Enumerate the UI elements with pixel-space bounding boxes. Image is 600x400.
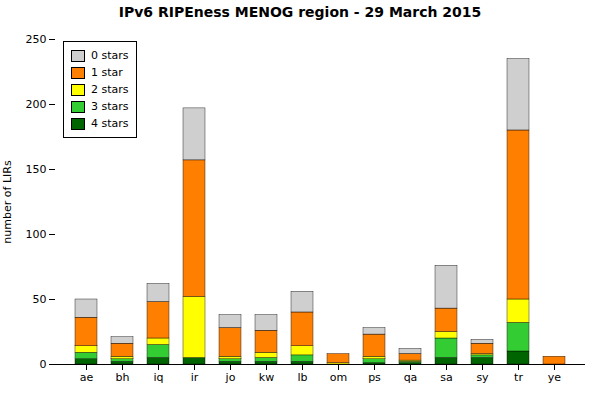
svg-text:ye: ye xyxy=(548,371,562,384)
svg-text:200: 200 xyxy=(26,98,47,111)
svg-text:sa: sa xyxy=(440,371,452,384)
svg-text:sy: sy xyxy=(476,371,489,384)
svg-text:150: 150 xyxy=(26,163,47,176)
html-text:0 stars: 0 stars xyxy=(91,49,129,62)
svg-text:number of LIRs: number of LIRs xyxy=(1,160,14,244)
svg-text:kw: kw xyxy=(259,371,274,384)
svg-text:ir: ir xyxy=(191,371,199,384)
html-text:IPv6 RIPEness MENOG region - 2: IPv6 RIPEness MENOG region - 29 March 20… xyxy=(118,4,482,20)
svg-text:bh: bh xyxy=(116,371,130,384)
svg-text:iq: iq xyxy=(153,371,163,384)
svg-text:tr: tr xyxy=(514,371,523,384)
svg-text:lb: lb xyxy=(297,371,307,384)
html-text:2 stars: 2 stars xyxy=(91,83,129,96)
html-text:1 star: 1 star xyxy=(91,66,123,79)
svg-text:jo: jo xyxy=(225,371,236,384)
svg-text:100: 100 xyxy=(26,228,47,241)
svg-text:qa: qa xyxy=(404,371,418,384)
svg-text:om: om xyxy=(330,371,347,384)
svg-text:ps: ps xyxy=(368,371,381,384)
html-text:3 stars: 3 stars xyxy=(91,100,129,113)
svg-text:0: 0 xyxy=(40,358,47,371)
html-text:4 stars: 4 stars xyxy=(91,117,129,130)
svg-text:250: 250 xyxy=(26,33,47,46)
svg-text:50: 50 xyxy=(33,293,47,306)
svg-text:ae: ae xyxy=(80,371,94,384)
